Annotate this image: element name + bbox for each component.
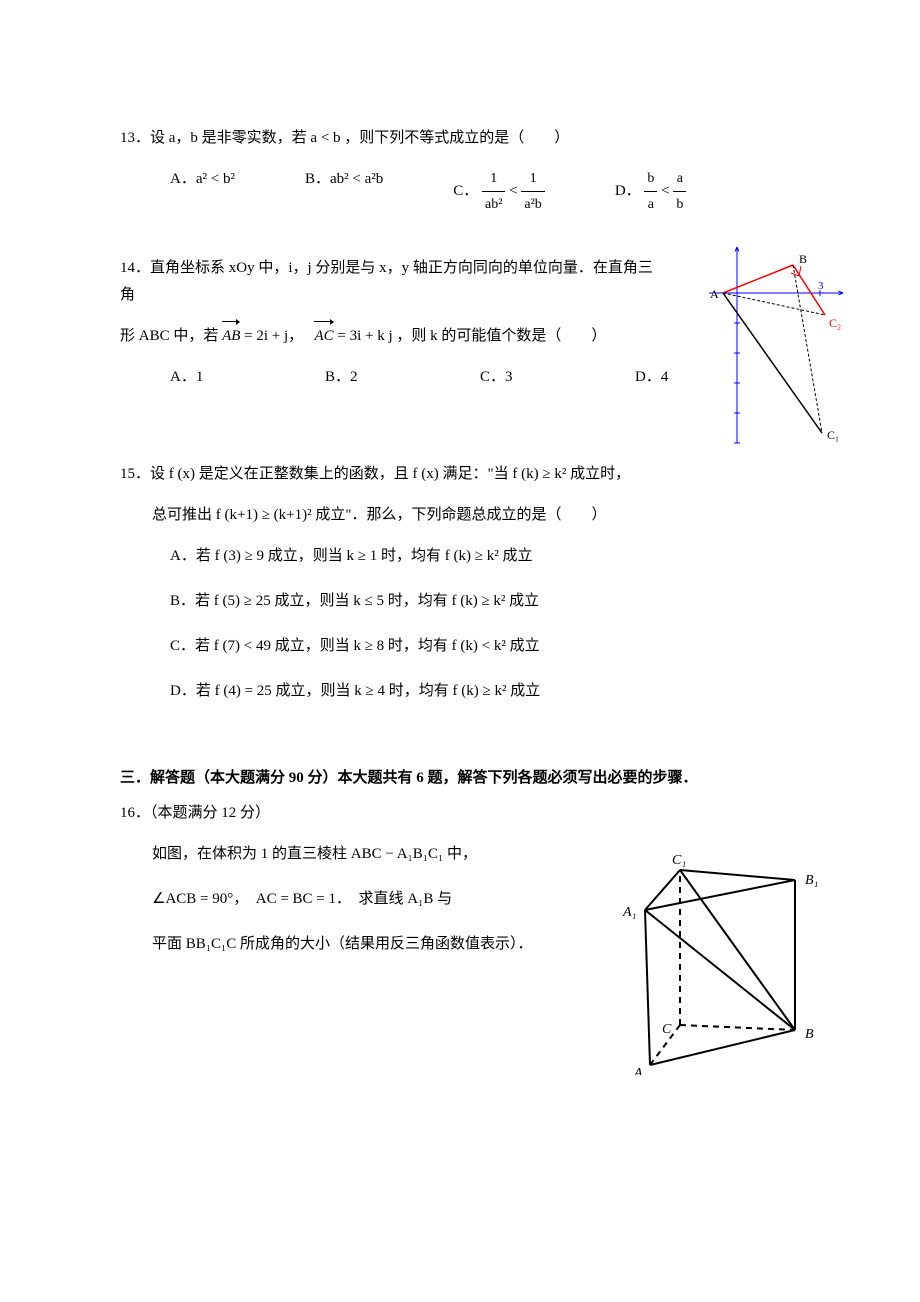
q14-vec-ac: AC — [314, 323, 333, 350]
q13-opt-b: B．ab² < a²b — [305, 166, 383, 217]
svg-text:A₁: A₁ — [622, 905, 636, 920]
q15-number: 15． — [120, 466, 150, 482]
question-14: 14．直角坐标系 xOy 中，i，j 分别是与 x，y 轴正方向同向的单位向量．… — [120, 255, 810, 391]
svg-text:B: B — [799, 252, 807, 266]
q14-vec-ab: AB — [222, 323, 240, 350]
svg-text:C₁: C₁ — [672, 853, 686, 868]
question-13: 13．设 a，b 是非零实数，若 a < b ，则下列不等式成立的是（ ） A．… — [120, 125, 810, 217]
q16-header: 16．（本题满分 12 分） — [120, 800, 810, 827]
svg-text:B: B — [805, 1027, 814, 1042]
q14-number: 14． — [120, 260, 150, 276]
q13-options: A．a² < b² B．ab² < a²b C． 1 ab² < 1 a²b D… — [120, 166, 810, 217]
question-15: 15．设 f (x) 是定义在正整数集上的函数，且 f (x) 满足："当 f … — [120, 461, 810, 705]
q15-opt-a: A．若 f (3) ≥ 9 成立，则当 k ≥ 1 时，均有 f (k) ≥ k… — [120, 543, 810, 570]
question-16: 16．（本题满分 12 分） 如图，在体积为 1 的直三棱柱 ABC − A₁B… — [120, 800, 810, 958]
q13-stem: 13．设 a，b 是非零实数，若 a < b ，则下列不等式成立的是（ ） — [120, 125, 810, 152]
q13-text: 设 a，b 是非零实数，若 a < b ，则下列不等式成立的是（ ） — [150, 130, 569, 146]
svg-text:C: C — [662, 1022, 672, 1037]
q16-points: （本题满分 12 分） — [150, 805, 270, 821]
q15-stem1: 15．设 f (x) 是定义在正整数集上的函数，且 f (x) 满足："当 f … — [120, 461, 810, 488]
svg-text:C₁: C₁ — [827, 428, 839, 442]
q15-stem2: 总可推出 f (k+1) ≥ (k+1)² 成立"．那么，下列命题总成立的是（ … — [120, 502, 810, 529]
q13-opt-c: C． 1 ab² < 1 a²b — [453, 166, 545, 217]
q16-diagram: A B C A₁ B₁ C₁ — [590, 845, 820, 1085]
q13-optd-rhs: a b — [673, 166, 686, 217]
q14-eq1: = 2i + j， — [244, 328, 311, 344]
q13-optd-op: < — [661, 183, 673, 199]
q13-opt-d: D． b a < a b — [615, 166, 687, 217]
q15-opt-b: B．若 f (5) ≥ 25 成立，则当 k ≤ 5 时，均有 f (k) ≥ … — [120, 588, 810, 615]
q14-eq2: = 3i + k j ，则 k 的可能值个数是（ ） — [337, 328, 606, 344]
q13-number: 13． — [120, 130, 150, 146]
q13-opt-a: A．a² < b² — [170, 166, 235, 217]
svg-text:C₂: C₂ — [829, 316, 841, 330]
section-3-heading: 三．解答题（本大题满分 90 分）本大题共有 6 题，解答下列各题必须写出必要的… — [120, 765, 810, 792]
svg-text:B₁: B₁ — [805, 873, 818, 888]
q13-optc-prefix: C． — [453, 183, 478, 199]
q13-optd-prefix: D． — [615, 183, 641, 199]
q13-optc-op: < — [509, 183, 521, 199]
q15-opt-c: C．若 f (7) < 49 成立，则当 k ≥ 8 时，均有 f (k) < … — [120, 633, 810, 660]
q16-number: 16． — [120, 805, 150, 821]
q14-opt-a: A．1 — [170, 364, 325, 391]
q13-optd-lhs: b a — [644, 166, 657, 217]
q14-opt-b: B．2 — [325, 364, 480, 391]
q14-opt-c: C．3 — [480, 364, 635, 391]
q13-optc-rhs: 1 a²b — [521, 166, 544, 217]
svg-text:A: A — [633, 1066, 643, 1075]
q14-text1: 直角坐标系 xOy 中，i，j 分别是与 x，y 轴正方向同向的单位向量．在直角… — [120, 260, 653, 303]
q15-opt-d: D．若 f (4) = 25 成立，则当 k ≥ 4 时，均有 f (k) ≥ … — [120, 678, 810, 705]
q14-text2-pre: 形 ABC 中，若 — [120, 328, 222, 344]
svg-text:A: A — [710, 287, 719, 301]
q13-optc-lhs: 1 ab² — [482, 166, 505, 217]
q15-text1: 设 f (x) 是定义在正整数集上的函数，且 f (x) 满足："当 f (k)… — [150, 466, 630, 482]
svg-text:3: 3 — [818, 280, 824, 292]
q14-diagram: 3 A B C₁ C₂ — [705, 245, 845, 455]
